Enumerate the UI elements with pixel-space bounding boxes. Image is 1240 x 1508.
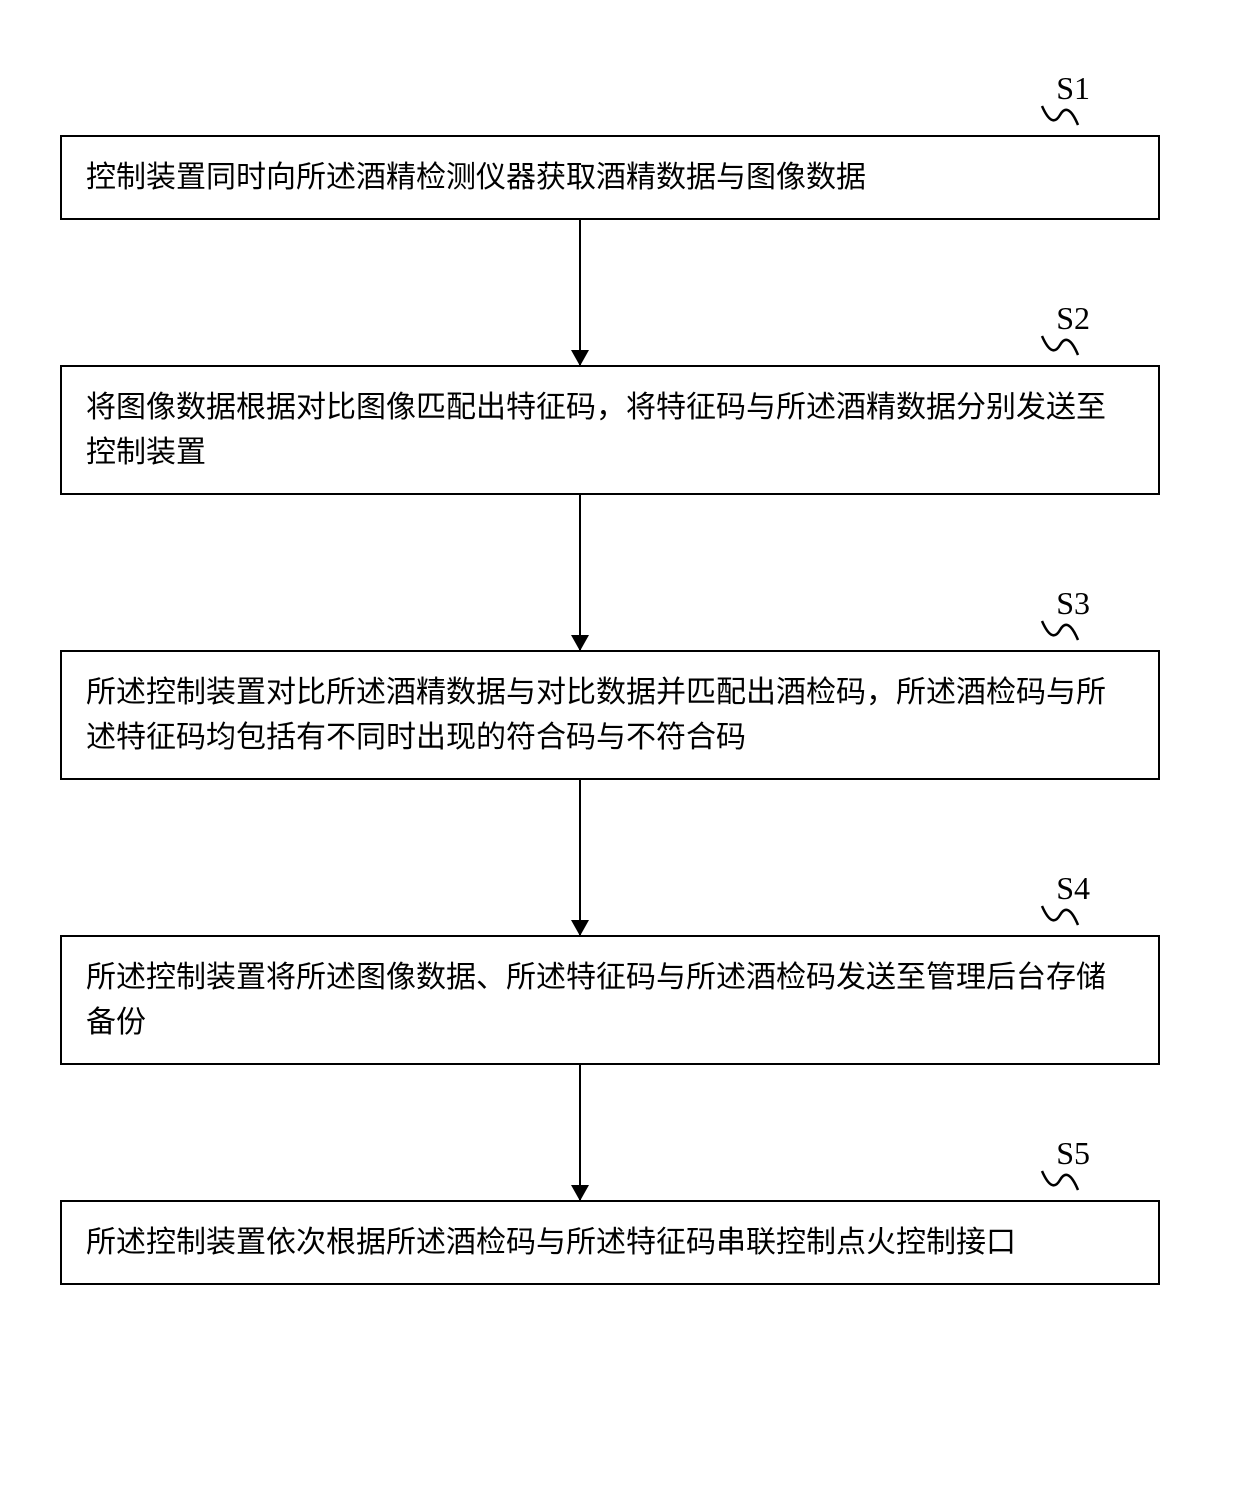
step-s5-text: 所述控制装置依次根据所述酒检码与所述特征码串联控制点火控制接口 [86,1226,1016,1259]
step-s3-text: 所述控制装置对比所述酒精数据与对比数据并匹配出酒检码，所述酒检码与所述特征码均包… [86,676,1106,754]
step-s4-container: S4 所述控制装置将所述图像数据、所述特征码与所述酒检码发送至管理后台存储备份 [60,935,1160,1065]
step-s2-text: 将图像数据根据对比图像匹配出特征码，将特征码与所述酒精数据分别发送至控制装置 [86,391,1106,469]
step-s4-text: 所述控制装置将所述图像数据、所述特征码与所述酒检码发送至管理后台存储备份 [86,961,1106,1039]
squiggle-icon [1040,1166,1080,1196]
step-s5-box: 所述控制装置依次根据所述酒检码与所述特征码串联控制点火控制接口 [60,1200,1160,1285]
arrow-2 [579,495,581,650]
step-s1-container: S1 控制装置同时向所述酒精检测仪器获取酒精数据与图像数据 [60,135,1160,220]
arrow-head-icon [571,920,589,936]
step-s4-box: 所述控制装置将所述图像数据、所述特征码与所述酒检码发送至管理后台存储备份 [60,935,1160,1065]
step-s1-text: 控制装置同时向所述酒精检测仪器获取酒精数据与图像数据 [86,161,866,194]
step-s1-box: 控制装置同时向所述酒精检测仪器获取酒精数据与图像数据 [60,135,1160,220]
arrow-line-icon [579,1065,581,1200]
arrow-line-icon [579,220,581,365]
arrow-container-3 [579,780,581,935]
arrow-head-icon [571,635,589,651]
arrow-3 [579,780,581,935]
step-s5-container: S5 所述控制装置依次根据所述酒检码与所述特征码串联控制点火控制接口 [60,1200,1160,1285]
step-s3-container: S3 所述控制装置对比所述酒精数据与对比数据并匹配出酒检码，所述酒检码与所述特征… [60,650,1160,780]
arrow-container-4 [579,1065,581,1200]
arrow-head-icon [571,1185,589,1201]
arrow-container-2 [579,495,581,650]
squiggle-icon [1040,901,1080,931]
arrow-head-icon [571,350,589,366]
flowchart-container: S1 控制装置同时向所述酒精检测仪器获取酒精数据与图像数据 S2 将图像数据根据… [60,60,1160,1285]
step-s3-box: 所述控制装置对比所述酒精数据与对比数据并匹配出酒检码，所述酒检码与所述特征码均包… [60,650,1160,780]
step-s2-box: 将图像数据根据对比图像匹配出特征码，将特征码与所述酒精数据分别发送至控制装置 [60,365,1160,495]
arrow-4 [579,1065,581,1200]
squiggle-icon [1040,331,1080,361]
squiggle-icon [1040,616,1080,646]
step-s2-container: S2 将图像数据根据对比图像匹配出特征码，将特征码与所述酒精数据分别发送至控制装… [60,365,1160,495]
arrow-line-icon [579,780,581,935]
squiggle-icon [1040,101,1080,131]
arrow-line-icon [579,495,581,650]
arrow-1 [579,220,581,365]
arrow-container-1 [579,220,581,365]
